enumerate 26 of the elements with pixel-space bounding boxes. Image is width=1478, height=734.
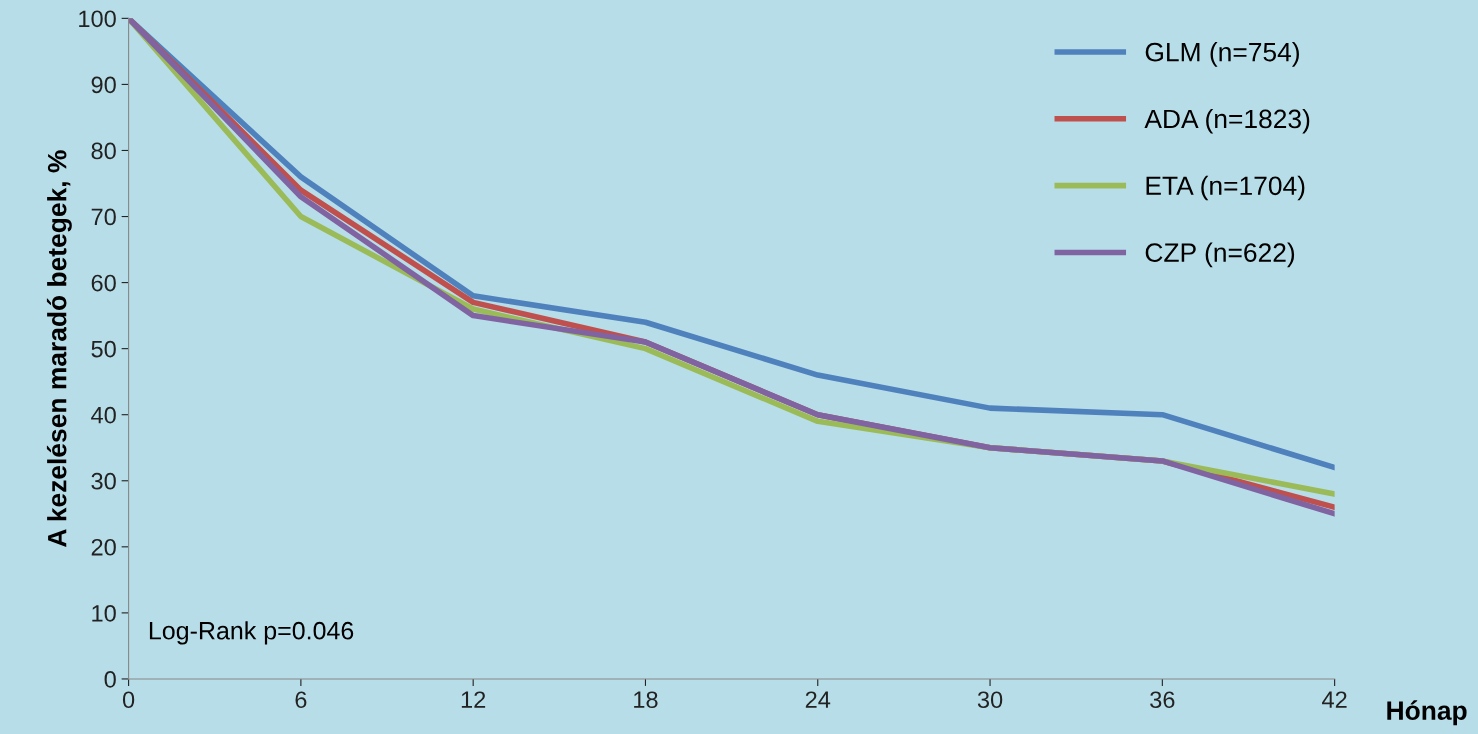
annotation: Log-Rank p=0.046	[149, 621, 354, 645]
x-axis-title: Hónap	[1387, 700, 1467, 726]
y-tick-label: 80	[91, 142, 116, 160]
y-tick-label: 20	[91, 538, 116, 556]
x-tick-label: 12	[461, 691, 486, 708]
y-tick-label: 30	[91, 472, 116, 490]
x-tick-label: 6	[295, 691, 307, 709]
x-tick-label: 18	[634, 691, 658, 709]
y-tick-label: 40	[91, 406, 116, 424]
y-axis-title: A kezelésen maradó betegek, %	[46, 150, 72, 547]
legend-label: ETA (n=1704)	[1146, 175, 1305, 201]
x-tick-label: 24	[805, 691, 831, 708]
legend-label: ADA (n=1823)	[1144, 108, 1310, 134]
y-tick-label: 0	[104, 671, 116, 688]
y-tick-label: 100	[79, 10, 116, 28]
legend-label: GLM (n=754)	[1145, 42, 1299, 67]
x-tick-label: 30	[977, 691, 1003, 709]
x-tick-label: 0	[122, 691, 135, 709]
legend-label: CZP (n=622)	[1145, 242, 1295, 268]
y-tick-label: 10	[92, 604, 116, 622]
y-tick-label: 70	[91, 208, 116, 226]
x-tick-label: 36	[1150, 691, 1175, 709]
y-tick-label: 60	[91, 274, 116, 292]
y-tick-label: 50	[91, 340, 116, 358]
y-tick-label: 90	[91, 76, 116, 94]
x-tick-label: 42	[1322, 691, 1347, 708]
